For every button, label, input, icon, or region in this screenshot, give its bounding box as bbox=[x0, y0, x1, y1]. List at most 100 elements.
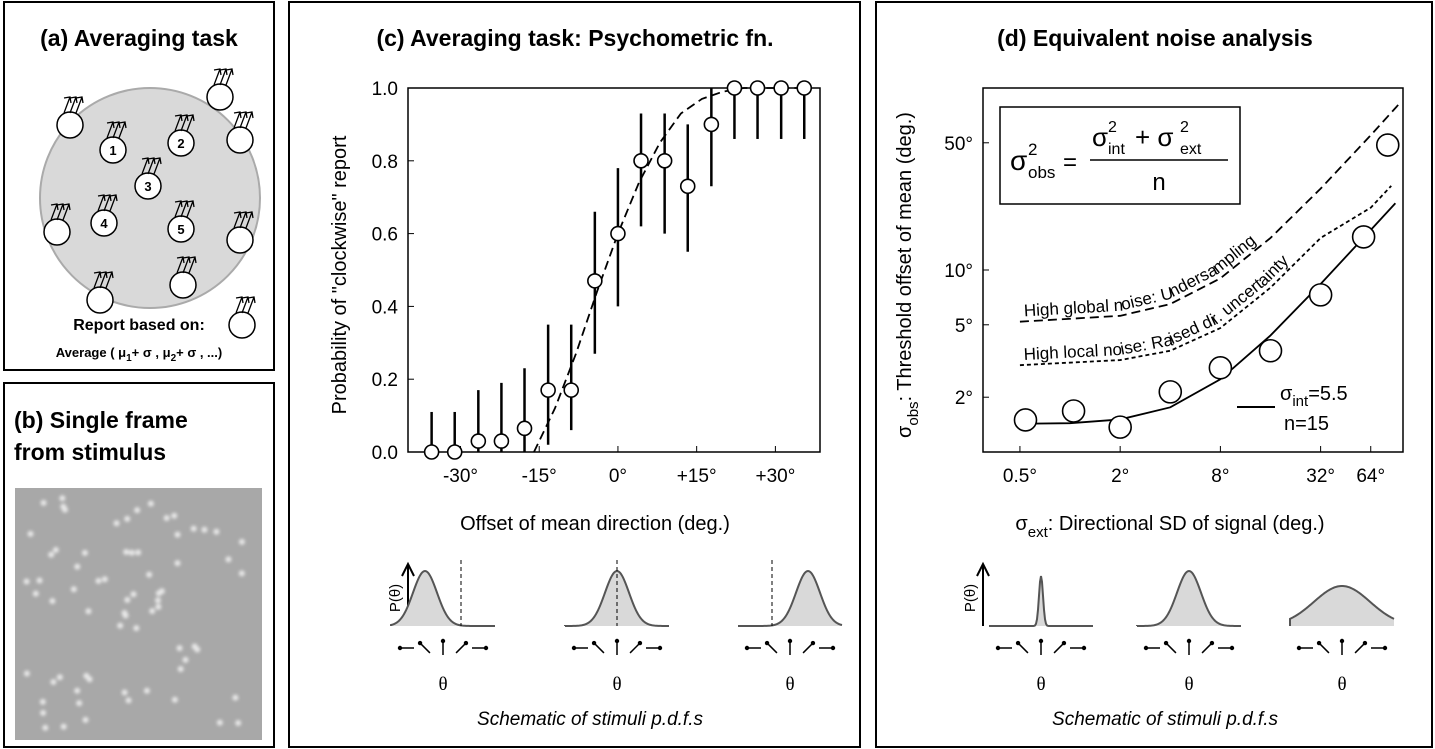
data-point bbox=[773, 80, 789, 96]
stimulus-dot bbox=[124, 515, 131, 522]
data-point bbox=[1013, 408, 1038, 432]
stimulus-dot bbox=[225, 556, 232, 563]
data-point bbox=[493, 433, 510, 449]
stimulus-dots bbox=[23, 495, 245, 731]
pdf-curve bbox=[1136, 569, 1242, 627]
dot-figure bbox=[43, 218, 71, 246]
arrow bbox=[69, 96, 78, 114]
arrow bbox=[213, 68, 222, 86]
item-label: 3 bbox=[144, 179, 151, 194]
direction-arrow bbox=[802, 642, 814, 654]
pdf-curve bbox=[738, 569, 843, 627]
panel-d-frame bbox=[875, 1, 1433, 748]
dot-figure bbox=[226, 126, 254, 154]
data-point bbox=[470, 433, 487, 449]
arrow bbox=[180, 114, 189, 132]
arrow-head bbox=[637, 640, 643, 646]
stimulus-dot bbox=[60, 503, 67, 510]
data-point bbox=[516, 420, 533, 437]
dot-figure bbox=[228, 311, 256, 339]
stimulus-dot bbox=[74, 687, 81, 694]
stimulus-dot bbox=[154, 597, 161, 604]
panel-a-frame bbox=[3, 1, 275, 371]
direction-arrow bbox=[1201, 642, 1213, 654]
x-tick-label: 0.5° bbox=[1003, 466, 1037, 487]
equals: = bbox=[1063, 149, 1077, 176]
data-point bbox=[1061, 399, 1086, 423]
arrow-head bbox=[1382, 645, 1388, 651]
fit-curve bbox=[533, 87, 807, 453]
axis-label: Probability of "clockwise" report bbox=[329, 135, 351, 414]
direction-arrow bbox=[593, 642, 605, 654]
arrow bbox=[99, 271, 108, 289]
x-tick-label: -30° bbox=[443, 466, 478, 487]
y-tick-label: 2° bbox=[955, 388, 973, 409]
data-point bbox=[633, 153, 649, 169]
axis-label: σobs: Threshold offset of mean (deg.) bbox=[894, 112, 922, 438]
legend-label: σint=5.5 bbox=[1280, 383, 1348, 410]
data-point bbox=[1258, 338, 1283, 363]
symbol: σ bbox=[1280, 383, 1293, 405]
item-label: 1 bbox=[109, 143, 116, 158]
x-tick-label: 8° bbox=[1211, 466, 1229, 487]
direction-arrow bbox=[1165, 642, 1177, 654]
arrow bbox=[118, 121, 127, 139]
x-tick-label: -15° bbox=[522, 466, 557, 487]
stimulus-dot bbox=[123, 548, 130, 555]
stimulus-dot bbox=[125, 697, 132, 704]
pdf-area bbox=[391, 571, 495, 626]
data-point bbox=[1208, 356, 1233, 380]
y-tick-label: 0.6 bbox=[372, 225, 398, 246]
stimulus-dot bbox=[155, 603, 162, 610]
theta-label: θ bbox=[785, 674, 794, 695]
item-label: 4 bbox=[100, 216, 108, 231]
y-tick-label: 1.0 bbox=[372, 79, 398, 100]
stimulus-dot bbox=[174, 531, 181, 538]
legend-label: n=15 bbox=[1284, 413, 1329, 435]
stimulus-dot bbox=[191, 643, 198, 650]
plus-symbol: + σ bbox=[1135, 122, 1173, 152]
arrow bbox=[233, 211, 242, 229]
y-tick-label: 0.8 bbox=[372, 152, 398, 173]
stimulus-dot bbox=[101, 576, 108, 583]
direction-arrow bbox=[1053, 642, 1065, 654]
stimulus-dot bbox=[27, 530, 34, 537]
arrow bbox=[245, 211, 254, 229]
stimulus-dot bbox=[238, 570, 245, 577]
x-tick-label: +30° bbox=[755, 466, 795, 487]
direction-arrow bbox=[629, 642, 641, 654]
stimulus-dot bbox=[59, 495, 66, 502]
arrow bbox=[105, 271, 114, 289]
symbol: σ bbox=[1010, 145, 1027, 176]
dot-figure bbox=[86, 286, 114, 314]
equation-box bbox=[999, 106, 1241, 205]
stimulus-dot bbox=[42, 724, 49, 731]
subscript: obs bbox=[905, 401, 922, 425]
x-tick-label: 2° bbox=[1111, 466, 1129, 487]
arrow-head bbox=[764, 640, 770, 646]
pdf-area bbox=[989, 576, 1093, 626]
subscript: ext bbox=[1180, 141, 1202, 158]
arrow-head bbox=[591, 640, 597, 646]
data-point bbox=[656, 153, 673, 169]
arrow bbox=[174, 114, 183, 132]
stimulus-dot bbox=[32, 590, 39, 597]
data-point bbox=[726, 80, 743, 96]
arrow-head bbox=[995, 645, 1001, 651]
direction-arrow bbox=[766, 642, 778, 654]
data-point bbox=[610, 225, 626, 242]
arrow bbox=[182, 256, 191, 274]
arrow bbox=[174, 200, 183, 218]
stimulus-dot bbox=[177, 666, 184, 673]
data-point bbox=[540, 382, 556, 398]
direction-arrow bbox=[1354, 642, 1366, 654]
direction-arrow bbox=[455, 642, 467, 654]
stimulus-dot bbox=[134, 507, 141, 514]
arrow bbox=[106, 121, 115, 139]
theta-label: θ bbox=[612, 674, 621, 695]
data-point bbox=[446, 444, 463, 460]
arrow bbox=[186, 114, 195, 132]
stimulus-dot bbox=[39, 698, 46, 705]
stimulus-dot bbox=[60, 723, 67, 730]
arrow-head bbox=[397, 645, 403, 651]
